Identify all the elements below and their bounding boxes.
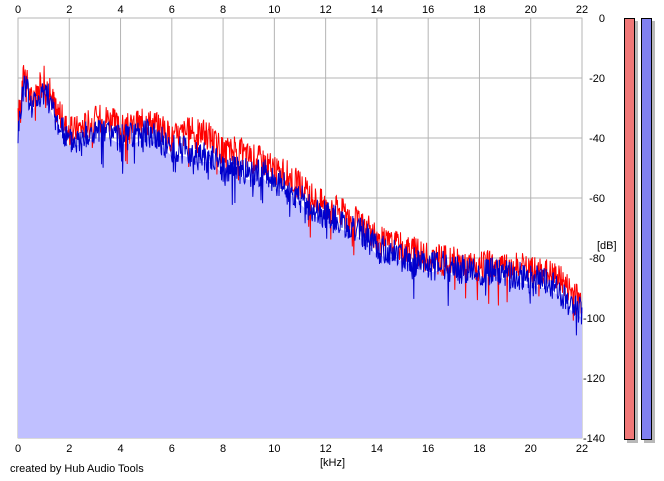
x-tick-label-top: 10: [268, 4, 280, 16]
x-tick-label-top: 8: [220, 4, 226, 16]
x-tick-label-bottom: 18: [473, 443, 485, 455]
x-tick-label-bottom: 8: [220, 443, 226, 455]
level-meter-left: [624, 18, 635, 440]
x-tick-label-bottom: 2: [66, 443, 72, 455]
x-tick-label-top: 16: [422, 4, 434, 16]
y-axis-label: [dB]: [597, 240, 617, 252]
x-tick-label-bottom: 0: [15, 443, 21, 455]
x-tick-label-bottom: 14: [371, 443, 383, 455]
series-line-2: [17, 75, 583, 336]
level-meter-right: [641, 18, 652, 440]
x-tick-label-top: 18: [473, 4, 485, 16]
y-tick-label: -40: [589, 133, 605, 145]
y-tick-label: 0: [599, 13, 605, 25]
credit-text: created by Hub Audio Tools: [10, 463, 144, 475]
x-tick-label-top: 0: [15, 4, 21, 16]
y-tick-labels: 0 -20 -40 -60 -80 -100 -120 -140: [583, 13, 605, 445]
y-tick-label: -140: [583, 433, 605, 445]
x-tick-labels-top: 0 2 4 6 8 10 12 14 16 18 20 22: [15, 4, 588, 16]
x-tick-label-top: 2: [66, 4, 72, 16]
x-tick-label-bottom: 6: [169, 443, 175, 455]
x-tick-label-top: 6: [169, 4, 175, 16]
x-tick-label-bottom: 12: [320, 443, 332, 455]
x-tick-labels-bottom: 0 2 4 6 8 10 12 14 16 18 20 22: [15, 443, 588, 455]
spectrum-fill-area: [18, 89, 582, 439]
y-tick-label: -20: [589, 73, 605, 85]
series-group: [17, 65, 583, 336]
x-tick-label-top: 4: [117, 4, 123, 16]
x-tick-label-bottom: 10: [268, 443, 280, 455]
x-tick-label-top: 14: [371, 4, 383, 16]
x-tick-label-top: 12: [320, 4, 332, 16]
x-tick-label-bottom: 4: [117, 443, 123, 455]
x-tick-label-bottom: 22: [576, 443, 588, 455]
x-tick-label-top: 20: [525, 4, 537, 16]
x-tick-label-bottom: 20: [525, 443, 537, 455]
x-tick-label-bottom: 16: [422, 443, 434, 455]
y-tick-label: -120: [583, 373, 605, 385]
y-tick-label: -60: [589, 193, 605, 205]
y-tick-label: -100: [583, 313, 605, 325]
x-axis-label: [kHz]: [320, 457, 346, 469]
y-tick-label: -80: [589, 253, 605, 265]
x-tick-label-top: 22: [576, 4, 588, 16]
